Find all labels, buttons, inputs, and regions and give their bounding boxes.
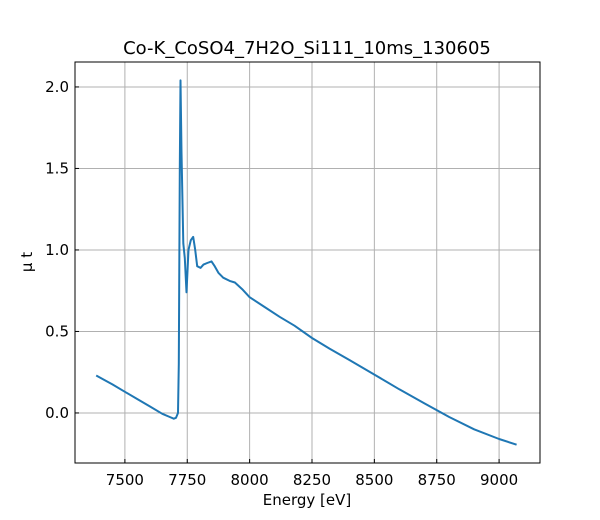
x-tick-label: 7500 — [106, 471, 144, 489]
y-tick-label: 0.0 — [45, 404, 69, 422]
y-axis-ticks: 0.0 0.5 1.0 1.5 2.0 — [45, 78, 79, 422]
x-tick-label: 8000 — [231, 471, 269, 489]
y-tick-label: 1.0 — [45, 241, 69, 259]
grid-lines — [75, 62, 540, 463]
plot-frame — [74, 61, 541, 464]
y-tick-label: 1.5 — [45, 159, 69, 177]
x-tick-label: 7750 — [168, 471, 206, 489]
y-tick-label: 2.0 — [45, 78, 69, 96]
x-axis-ticks: 7500 7750 8000 8250 8500 8750 9000 — [106, 459, 518, 489]
series-line-mu-t — [95, 79, 517, 446]
x-tick-label: 8500 — [355, 471, 393, 489]
chart-title: Co-K_CoSO4_7H2O_Si111_10ms_130605 — [123, 38, 491, 59]
y-axis-label: μ t — [18, 252, 36, 272]
y-tick-label: 0.5 — [45, 322, 69, 340]
x-tick-label: 8250 — [293, 471, 331, 489]
x-axis-label: Energy [eV] — [263, 491, 351, 509]
x-tick-label: 9000 — [480, 471, 518, 489]
x-tick-label: 8750 — [418, 471, 456, 489]
